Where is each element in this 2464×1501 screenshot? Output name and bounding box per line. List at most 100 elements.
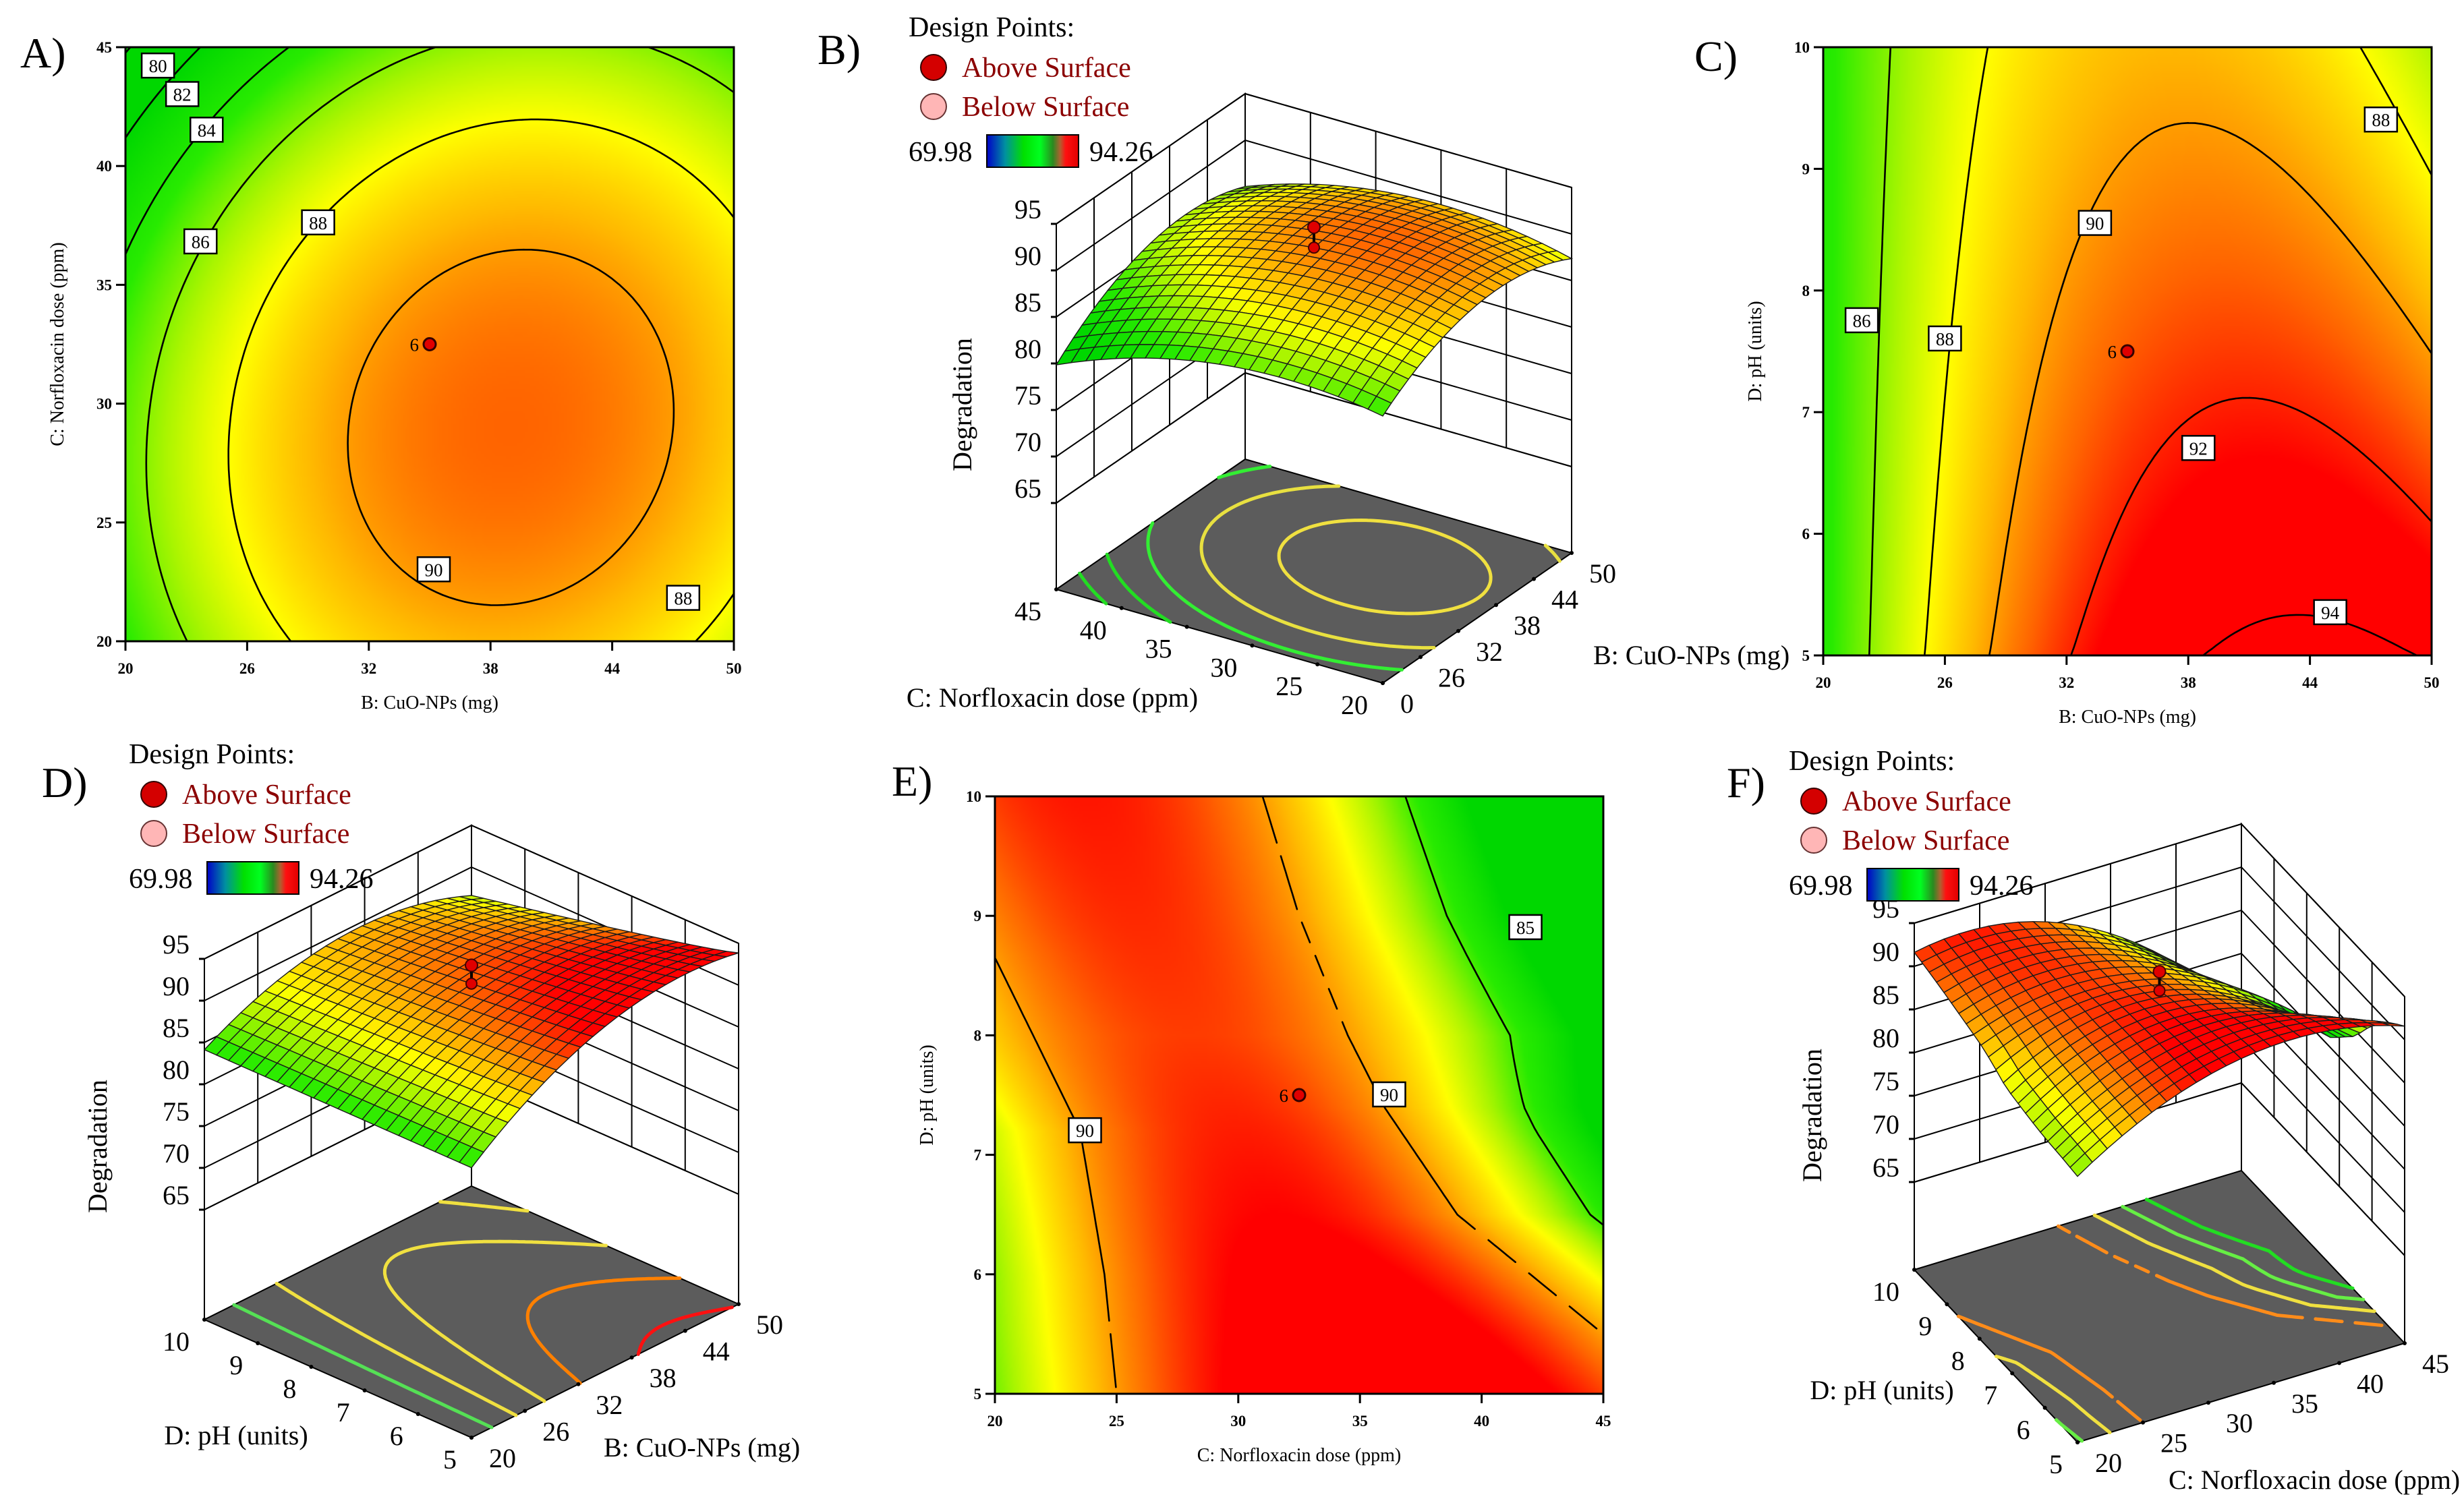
x-tick-label: 26 [1438,662,1465,693]
z-tick-label: 75 [163,1096,190,1127]
floor-contour-86 [1146,465,1404,672]
contour-label: 88 [301,209,335,236]
z-tick-label: 95 [1014,194,1041,225]
contour-label-text: 88 [1936,329,1954,349]
surface-plot-b: 65 70 75 80 85 90 95 0 26 32 38 44 50 20 25 30 35 40 45 B: … [818,12,1789,720]
z-tick-label: 65 [1872,1152,1899,1183]
contour-line-85 [1404,795,1605,1227]
gridline [2241,953,2405,1127]
floor-contour-86 [2054,1204,2366,1443]
below-surface-marker-icon [1800,827,1827,854]
x-tick-label: 30 [1230,1413,1246,1430]
y-axis-title: D: pH (units) [1745,301,1766,401]
x-tick-label: 50 [726,660,742,677]
contour-line-86 [145,46,735,643]
design-point[interactable] [2120,344,2135,359]
design-point-projection [2153,984,2166,997]
contour-label-text: 86 [192,232,210,252]
contour-label-text: 88 [2372,110,2390,130]
legend-title: Design Points: [129,739,295,770]
floor-contour-88 [275,1200,529,1417]
contour-plot-e: 20 25 30 35 40 45 5 6 7 8 9 10 C: Norfloxacin dose (… [892,757,1611,1466]
x-tick-label: 44 [604,660,621,677]
contour-label: 82 [165,81,200,107]
z-tick-label: 90 [163,971,190,1001]
design-point-label: 6 [2108,342,2117,362]
y-tick-mark [1945,1302,1949,1307]
design-point-above[interactable] [2152,965,2167,979]
contour-label-text: 94 [2321,603,2340,623]
gridline [2241,1082,2405,1256]
x-tick-label: 0 [1400,688,1414,719]
y-tick-label: 9 [1802,160,1810,177]
y-tick-label: 5 [1802,647,1810,664]
contour-label: 88 [1928,325,1962,352]
y-tick-mark [1381,681,1385,685]
x-tick-label: 44 [703,1336,730,1367]
design-point[interactable] [422,337,437,351]
y-tick-label: 7 [337,1397,350,1428]
panel-letter: B) [818,26,861,73]
legend-below-label: Below Surface [182,819,349,850]
design-points-legend: Design Points: Above Surface Below Surface… [909,12,1153,168]
colorbar-max-label: 94.26 [1970,871,2034,902]
colorbar [206,861,299,895]
z-tick-label: 90 [1872,937,1899,967]
y-tick-label: 45 [1014,596,1041,626]
colorbar-min-label: 69.98 [1789,871,1853,902]
floor-contour-90 [1277,519,1493,616]
colorbar-min-label: 69.98 [129,864,193,895]
floor-contour-90 [382,1239,608,1403]
response-surface [1913,920,2405,1177]
x-tick-label: 20 [489,1443,516,1473]
x-tick-label: 20 [1816,674,1831,691]
contour-line-90 [994,795,1598,1388]
design-point-above[interactable] [1307,220,1321,234]
legend-below-label: Below Surface [1842,825,2009,856]
response-surface [1055,183,1574,417]
y-tick-mark [2075,1440,2080,1444]
gridline [1244,372,1572,467]
design-point[interactable] [1292,1088,1307,1102]
x-tick-label: 32 [2059,674,2074,691]
colorbar-min-label: 69.98 [909,137,973,168]
x-tick-label: 32 [361,660,376,677]
y-tick-label: 8 [283,1374,296,1404]
floor-contour-84 [2144,1198,2355,1290]
contour-line-86 [1868,46,1892,657]
y-tick-label: 7 [974,1147,982,1164]
design-points-legend: Design Points: Above Surface Below Surface… [1789,746,2034,902]
z-tick-label: 70 [1872,1109,1899,1140]
y-tick-label: 30 [1210,652,1237,682]
y-tick-label: 5 [2049,1449,2063,1479]
z-tick-label: 75 [1872,1066,1899,1096]
colorbar [1866,868,1959,902]
x-tick-mark [629,1355,634,1360]
panel-letter: C) [1694,32,1738,80]
design-point-above[interactable] [465,958,478,972]
y-tick-mark [416,1412,420,1416]
x-tick-label: 20 [2095,1448,2122,1478]
y-tick-mark [1977,1336,1982,1341]
y-tick-mark [1250,643,1255,648]
y-tick-label: 35 [96,276,112,293]
gridline [1914,823,2242,924]
z-tick-label: 80 [1014,334,1041,364]
x-tick-mark [1456,628,1460,633]
x-axis-title: B: CuO-NPs (mg) [2059,707,2196,728]
legend-above-label: Above Surface [1842,786,2011,817]
x-tick-mark [523,1409,527,1413]
y-tick-label: 5 [974,1386,982,1403]
legend-title: Design Points: [1789,746,1955,777]
gridline [204,825,472,960]
y-tick-label: 25 [1276,671,1302,701]
gridline [1244,93,1572,188]
y-tick-mark [2010,1371,2015,1376]
surface-facet [458,1146,485,1169]
y-tick-label: 10 [966,788,981,805]
x-tick-label: 25 [2160,1428,2187,1459]
y-axis-title: C: Norfloxacin dose (ppm) [907,682,1198,713]
y-tick-label: 5 [443,1444,457,1475]
design-point-label: 6 [1280,1086,1289,1106]
z-tick-label: 70 [1014,427,1041,457]
